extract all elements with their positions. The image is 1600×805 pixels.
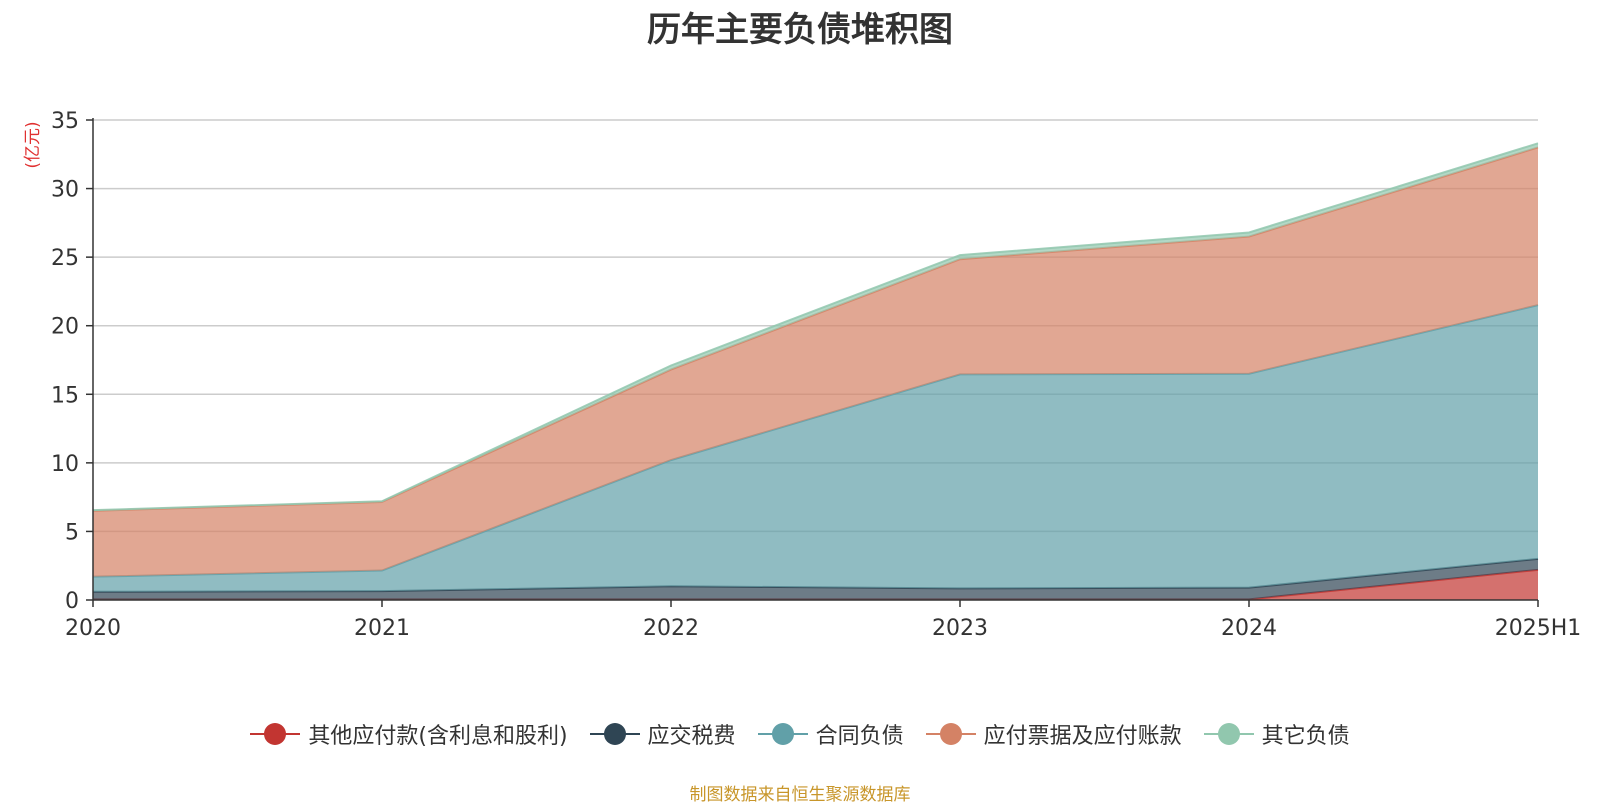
x-tick-label: 2023: [932, 616, 988, 641]
legend-item-2[interactable]: 合同负债: [757, 718, 904, 750]
chart-title: 历年主要负债堆积图: [647, 10, 953, 50]
legend-item-4[interactable]: 其它负债: [1203, 718, 1350, 750]
legend-label: 其他应付款(含利息和股利): [308, 724, 568, 749]
legend-marker-icon: [925, 722, 976, 746]
legend: 其他应付款(含利息和股利) 应交税费 合同负债 应付票据及应付账款 其它负债: [0, 718, 1600, 750]
source-note: 制图数据来自恒生聚源数据库: [689, 785, 911, 805]
legend-label: 应付票据及应付账款: [983, 724, 1182, 749]
y-tick-label: 15: [51, 383, 79, 408]
x-tick-label: 2024: [1221, 616, 1277, 641]
y-tick-label: 35: [51, 109, 79, 134]
legend-item-3[interactable]: 应付票据及应付账款: [925, 718, 1182, 750]
axis-layer: 0 5 10 15 20 25 30 35 2020 2021 2022 2023 2024 2025H1: [51, 109, 1581, 641]
x-tick-label: 2020: [65, 616, 121, 641]
x-tick-label: 2025H1: [1495, 616, 1582, 641]
x-tick-label: 2022: [643, 616, 699, 641]
y-tick-label: 20: [51, 315, 79, 340]
y-tick-label: 25: [51, 246, 79, 271]
legend-item-0[interactable]: 其他应付款(含利息和股利): [250, 718, 568, 750]
legend-label: 其它负债: [1261, 724, 1350, 749]
legend-label: 合同负债: [815, 724, 904, 749]
legend-marker-icon: [1203, 722, 1254, 746]
y-tick-label: 30: [51, 178, 79, 203]
area-series-0: [93, 569, 1538, 600]
y-tick-label: 5: [65, 520, 79, 545]
y-tick-label: 0: [65, 589, 79, 614]
area-series-2: [93, 305, 1538, 592]
legend-marker-icon: [589, 722, 640, 746]
area-series-1: [93, 558, 1538, 600]
area-layer: [92, 142, 1539, 601]
y-axis-unit-label: (亿元): [23, 121, 43, 168]
legend-marker-icon: [757, 722, 808, 746]
legend-item-1[interactable]: 应交税费: [589, 718, 736, 750]
legend-marker-icon: [250, 722, 301, 746]
x-tick-label: 2021: [354, 616, 410, 641]
legend-label: 应交税费: [647, 724, 736, 749]
y-tick-label: 10: [51, 452, 79, 477]
area-line-series-4: [92, 142, 1539, 512]
